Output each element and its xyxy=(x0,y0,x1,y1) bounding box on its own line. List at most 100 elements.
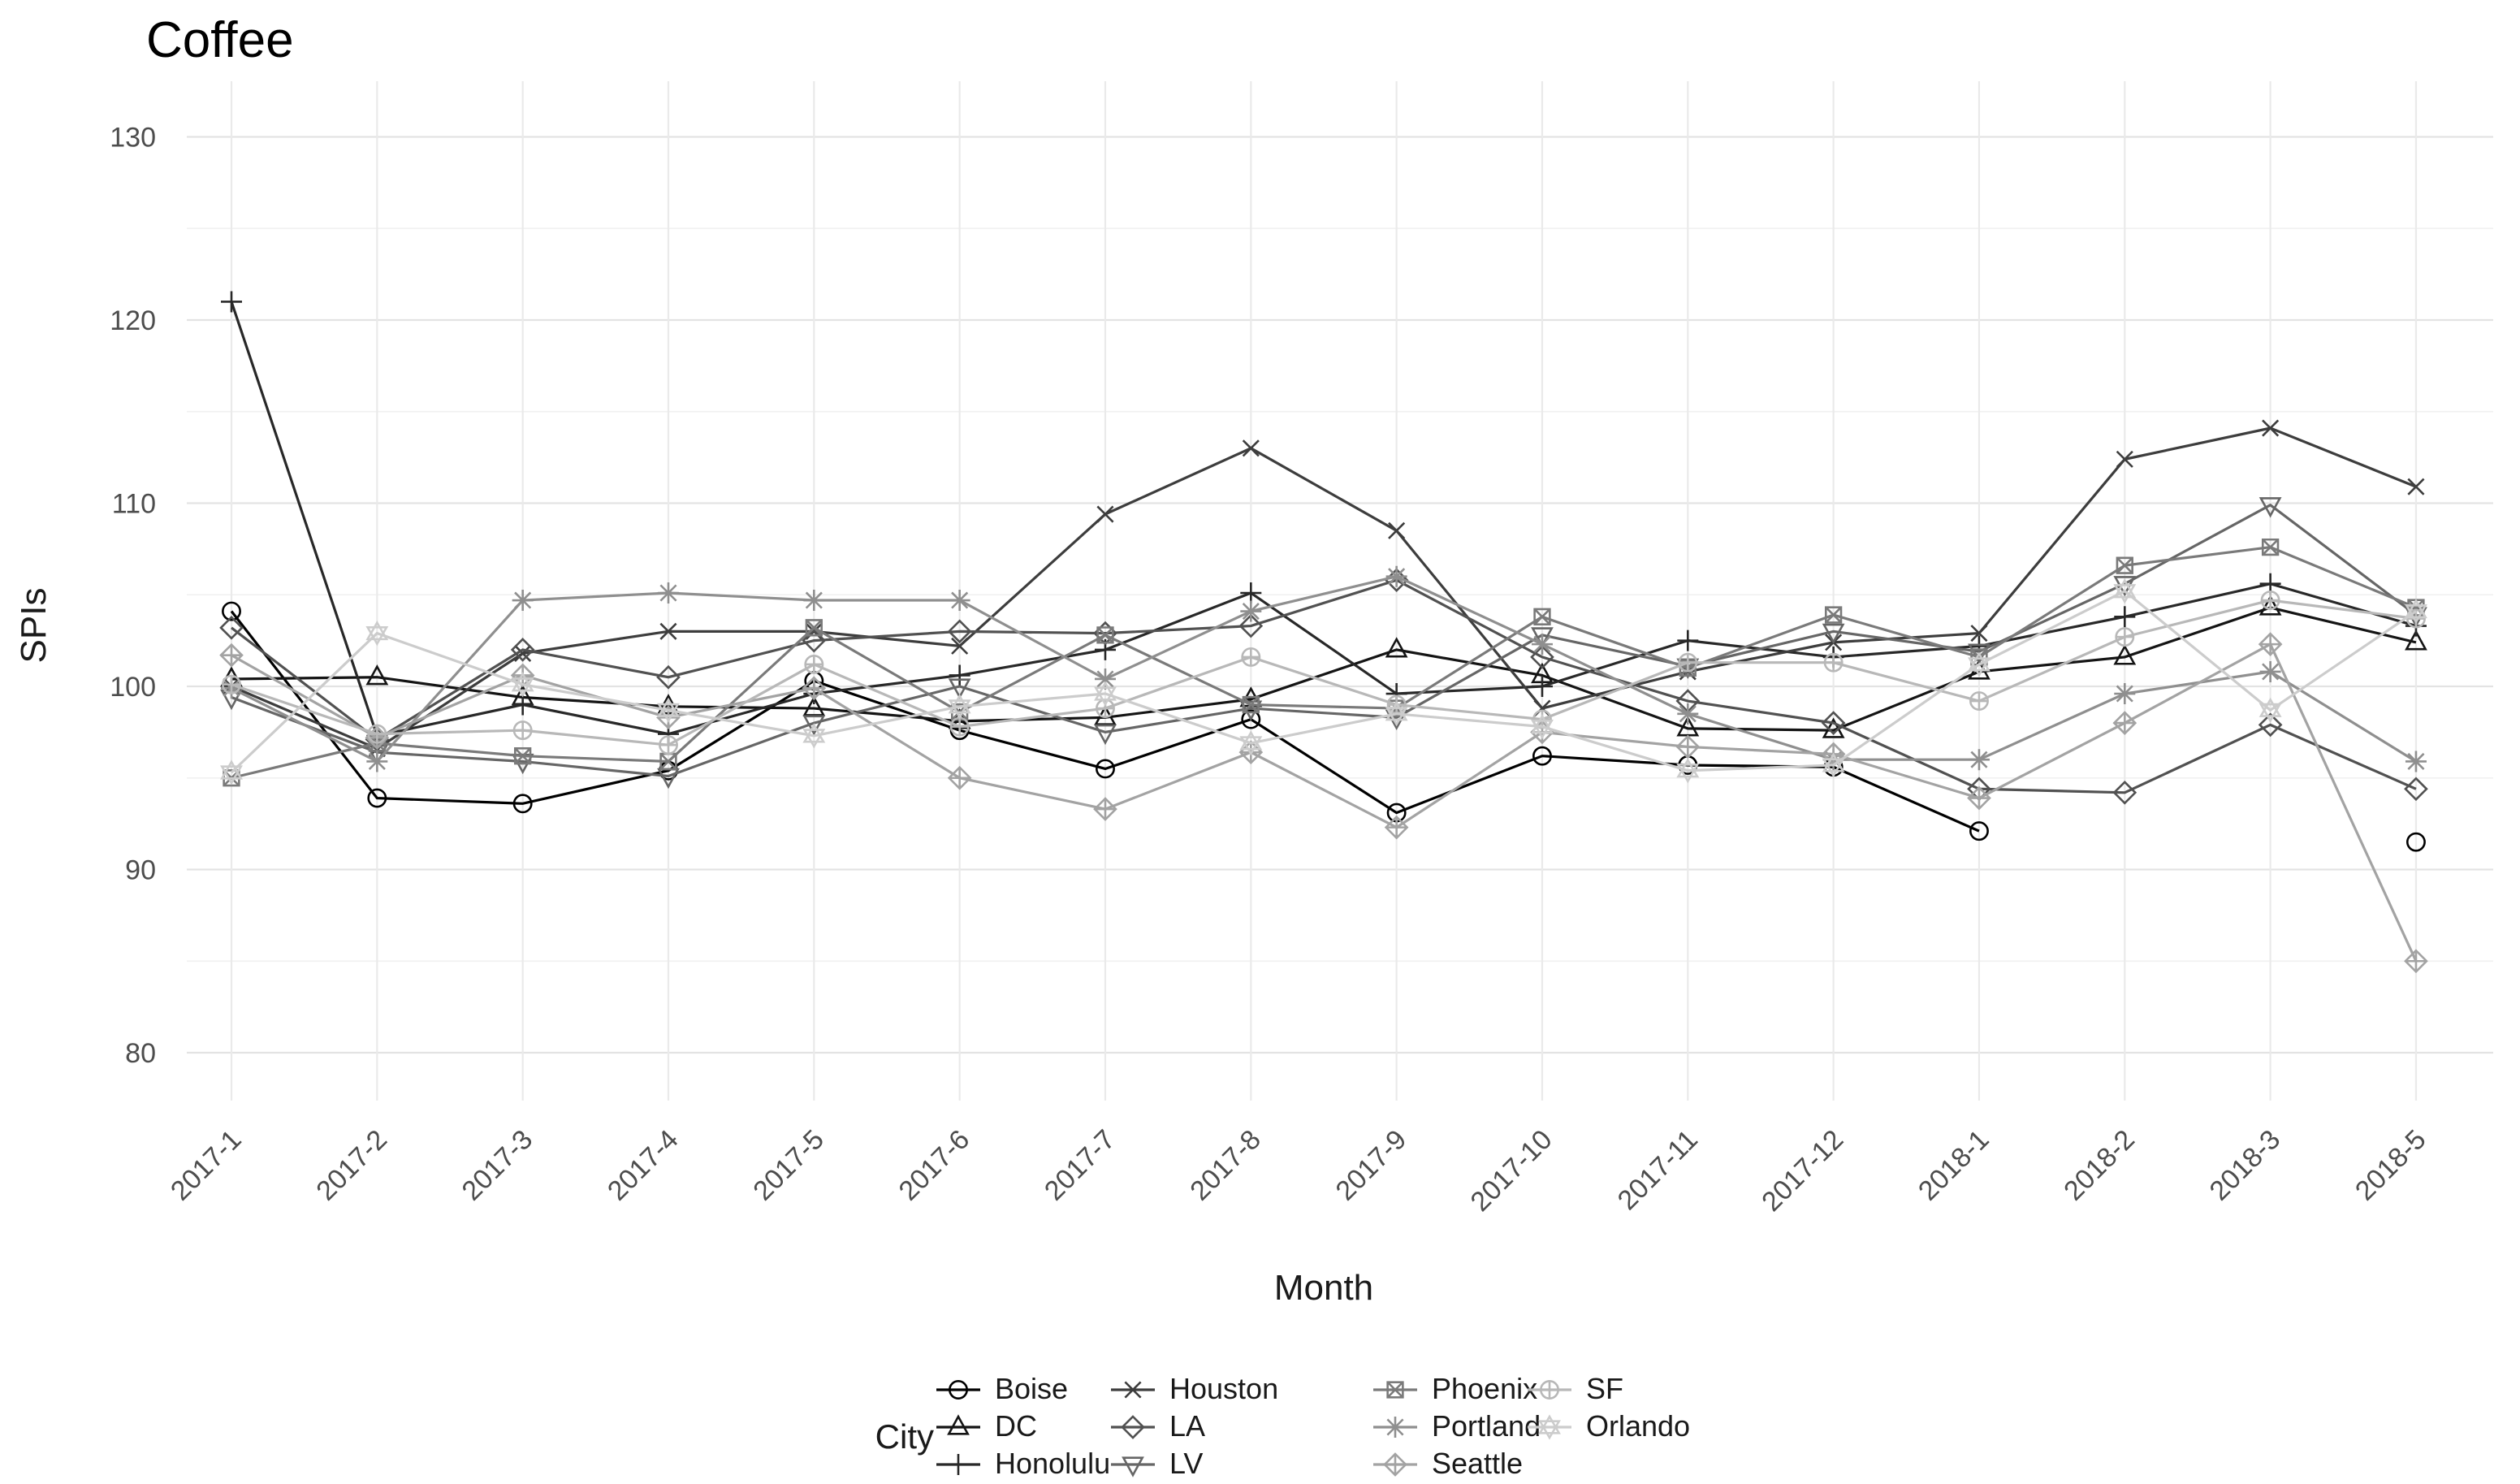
square-x-marker-icon xyxy=(1386,1381,1404,1399)
star-6-marker-icon xyxy=(802,723,826,749)
plus-marker-icon xyxy=(221,291,242,313)
asterisk-marker-icon xyxy=(1240,600,1262,622)
x-marker-icon xyxy=(2407,478,2425,495)
legend-item-dc: DC xyxy=(936,1409,1037,1443)
x-tick-label: 2017-9 xyxy=(1330,1124,1413,1207)
triangle-down-marker-icon xyxy=(2258,497,2282,518)
plus-marker-icon xyxy=(1677,630,1699,651)
x-tick-label: 2017-11 xyxy=(1612,1124,1704,1216)
asterisk-marker-icon xyxy=(2114,683,2136,705)
series-line xyxy=(231,503,2417,778)
y-tick-label: 110 xyxy=(112,489,156,520)
triangle-up-marker-icon xyxy=(365,664,389,686)
series-seattle xyxy=(219,632,2428,974)
x-tick-label: 2017-10 xyxy=(1465,1124,1558,1218)
star-6-marker-icon xyxy=(1385,701,1408,727)
legend-item-houston: Houston xyxy=(1111,1372,1278,1405)
diamond-marker-icon xyxy=(1238,613,1264,638)
asterisk-marker-icon xyxy=(1385,1417,1406,1438)
star-6-marker-icon xyxy=(1531,714,1554,740)
diamond-marker-icon xyxy=(219,616,244,640)
plus-marker-icon xyxy=(949,664,970,686)
diamond-plus-marker-icon xyxy=(1093,797,1117,821)
diamond-marker-icon xyxy=(1121,1415,1145,1439)
x-marker-icon xyxy=(514,644,532,662)
legend-item-phoenix: Phoenix xyxy=(1373,1372,1537,1405)
x-tick-label: 2017-8 xyxy=(1184,1124,1267,1207)
legend-item-boise: Boise xyxy=(936,1372,1068,1405)
x-tick-label: 2017-7 xyxy=(1039,1124,1122,1207)
legend-label: Orlando xyxy=(1586,1409,1690,1443)
legend-item-orlando: Orlando xyxy=(1528,1409,1690,1443)
x-tick-label: 2017-3 xyxy=(456,1124,539,1207)
series-orlando xyxy=(220,578,2427,785)
x-tick-label: 2018-5 xyxy=(2349,1124,2432,1207)
legend-label: Honolulu xyxy=(995,1447,1110,1480)
star-6-marker-icon xyxy=(511,672,534,698)
circle-marker-icon xyxy=(367,788,387,808)
series-honolulu xyxy=(221,291,2427,746)
circle-plus-marker-icon xyxy=(2115,627,2135,647)
circle-marker-icon xyxy=(949,1380,968,1400)
circle-plus-marker-icon xyxy=(659,735,678,755)
x-marker-icon xyxy=(2262,419,2280,437)
legend-item-seattle: Seattle xyxy=(1373,1447,1523,1480)
y-tick-label: 100 xyxy=(110,672,156,703)
triangle-down-marker-icon xyxy=(1531,627,1554,648)
asterisk-marker-icon xyxy=(1677,703,1699,725)
diamond-marker-icon xyxy=(1821,711,1846,735)
series-line xyxy=(231,575,2417,764)
legend-item-honolulu: Honolulu xyxy=(936,1447,1110,1480)
square-x-marker-icon xyxy=(2116,556,2133,574)
diamond-marker-icon xyxy=(1530,645,1554,669)
diamond-marker-icon xyxy=(947,619,972,644)
x-tick-label: 2017-6 xyxy=(893,1124,976,1207)
x-marker-icon xyxy=(1124,1381,1142,1399)
x-tick-label: 2017-5 xyxy=(747,1124,830,1207)
series-portland xyxy=(221,565,2427,772)
diamond-plus-marker-icon xyxy=(1384,815,1409,840)
star-6-marker-icon xyxy=(657,697,680,723)
y-tick-label: 80 xyxy=(125,1038,156,1069)
square-x-marker-icon xyxy=(1242,695,1260,714)
x-tick-label: 2017-4 xyxy=(602,1124,685,1207)
diamond-plus-marker-icon xyxy=(2258,632,2283,656)
star-6-marker-icon xyxy=(948,694,971,720)
triangle-up-marker-icon xyxy=(802,695,826,716)
triangle-down-marker-icon xyxy=(948,678,971,699)
x-tick-label: 2018-1 xyxy=(1913,1124,1995,1207)
series-line xyxy=(230,301,2417,738)
circle-marker-icon xyxy=(1532,746,1552,766)
series-phoenix xyxy=(223,538,2425,787)
asterisk-marker-icon xyxy=(2405,751,2427,772)
star-6-marker-icon xyxy=(1239,730,1263,756)
y-tick-label: 130 xyxy=(110,123,156,154)
circle-plus-marker-icon xyxy=(512,720,533,741)
series-line xyxy=(231,545,2417,780)
star-6-marker-icon xyxy=(2404,598,2427,625)
circle-plus-marker-icon xyxy=(1823,652,1844,673)
triangle-up-marker-icon xyxy=(1385,637,1408,658)
legend-item-lv: LV xyxy=(1111,1447,1203,1480)
asterisk-marker-icon xyxy=(2259,660,2281,682)
legend-title: City xyxy=(875,1417,934,1456)
legend-item-sf: SF xyxy=(1528,1372,1623,1405)
asterisk-marker-icon xyxy=(1968,749,1990,771)
plus-marker-icon xyxy=(1531,676,1553,697)
circle-plus-marker-icon xyxy=(949,716,970,737)
star-6-marker-icon xyxy=(1968,651,1990,677)
circle-plus-marker-icon xyxy=(367,724,387,744)
series-layer xyxy=(219,291,2428,974)
diamond-marker-icon xyxy=(802,628,827,653)
legend-label: DC xyxy=(995,1409,1037,1443)
legend-label: Houston xyxy=(1169,1372,1278,1405)
circle-plus-marker-icon xyxy=(1540,1380,1559,1400)
circle-marker-icon xyxy=(1969,821,1989,842)
square-x-marker-icon xyxy=(1533,608,1551,625)
asterisk-marker-icon xyxy=(657,582,679,604)
x-marker-icon xyxy=(659,622,677,640)
x-tick-label: 2018-2 xyxy=(2058,1124,2141,1207)
diamond-plus-marker-icon xyxy=(1383,1452,1407,1477)
series-line xyxy=(230,589,2417,774)
